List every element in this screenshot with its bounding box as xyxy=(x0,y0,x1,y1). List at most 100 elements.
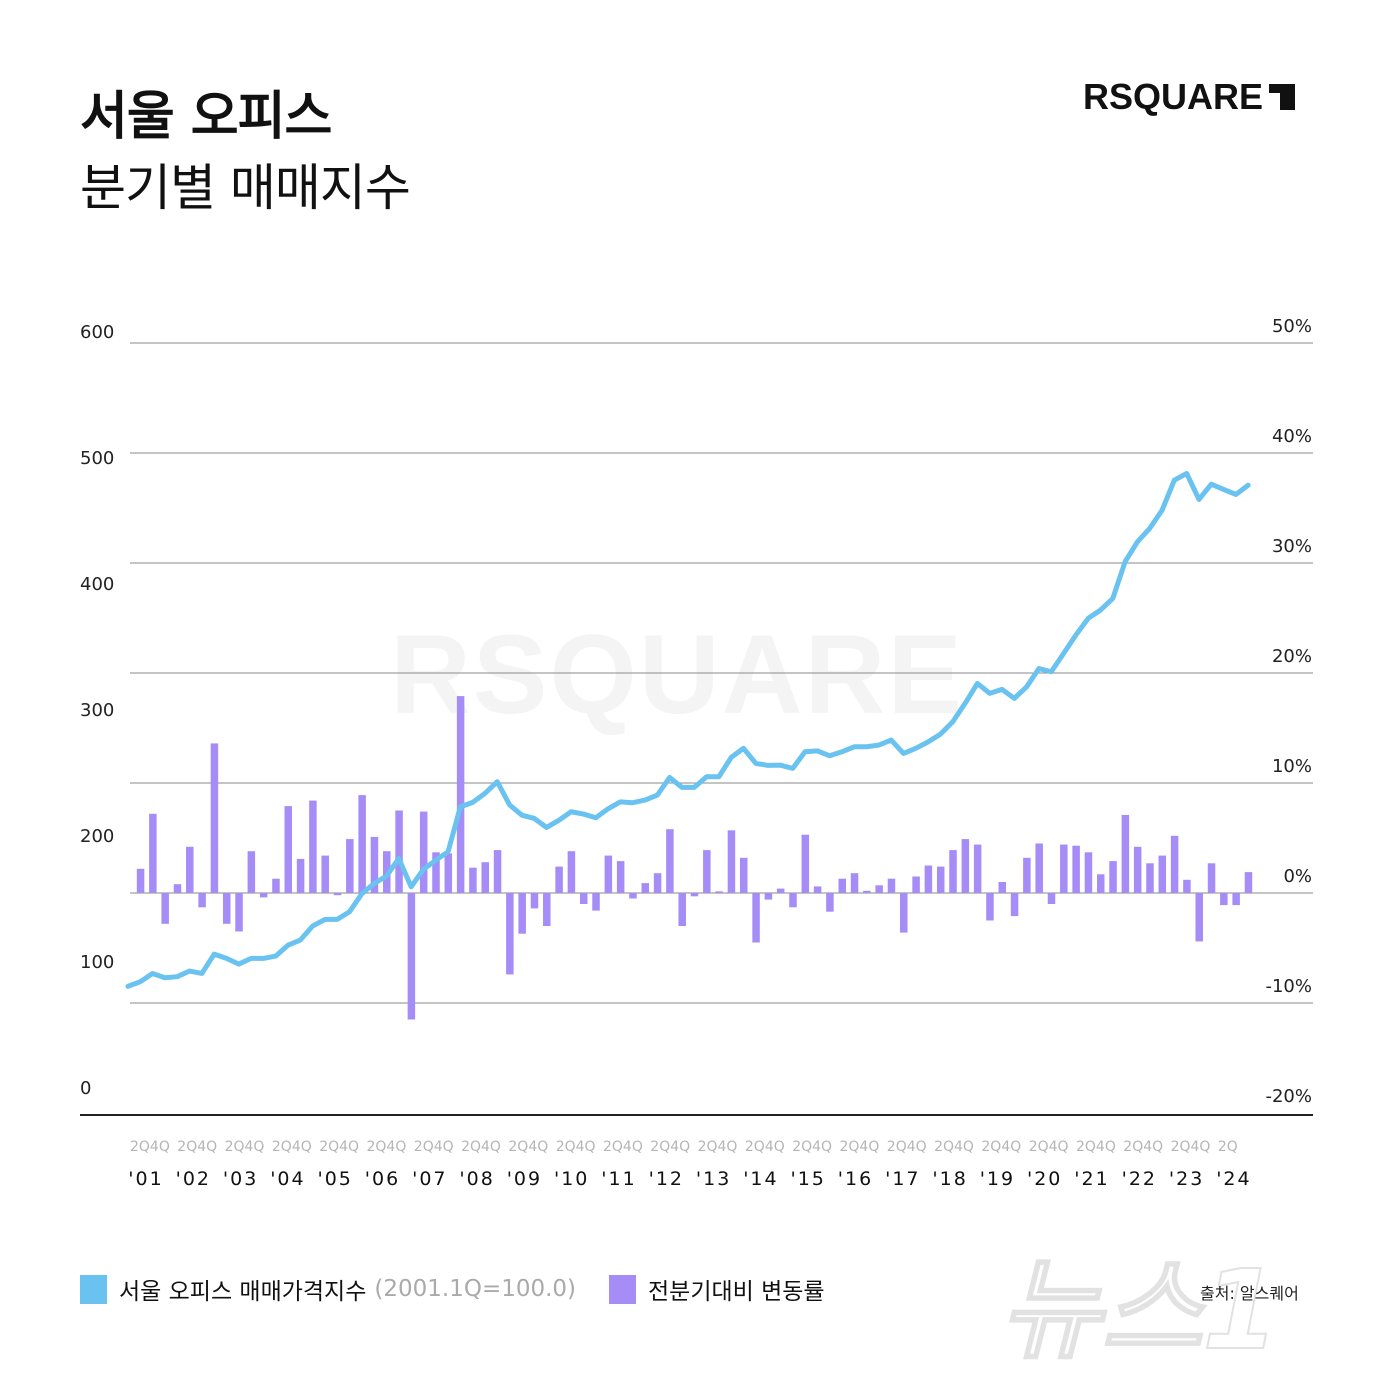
bar xyxy=(284,806,293,893)
bar xyxy=(1133,846,1142,893)
x-year-tick: '05 xyxy=(317,1168,352,1190)
bar xyxy=(493,850,502,893)
left-axis-tick: 200 xyxy=(80,826,114,847)
bar xyxy=(370,836,379,893)
legend-bar: 전분기대비 변동률 xyxy=(609,1272,825,1306)
x-year-tick: '12 xyxy=(649,1168,684,1190)
left-axis-tick: 0 xyxy=(80,1078,91,1099)
x-year-tick: '06 xyxy=(365,1168,400,1190)
x-year-tick: '07 xyxy=(412,1168,447,1190)
x-quarter-tick: 2Q4Q xyxy=(698,1139,738,1155)
bar xyxy=(629,893,637,899)
bar xyxy=(1220,893,1228,906)
x-year-tick: '23 xyxy=(1169,1168,1204,1190)
right-axis-tick: 40% xyxy=(1272,426,1312,447)
x-year-tick: '04 xyxy=(270,1168,305,1190)
bar xyxy=(419,811,428,893)
x-quarter-tick: 2Q4Q xyxy=(603,1139,643,1155)
bar xyxy=(173,884,182,893)
x-quarter-tick: 2Q4Q xyxy=(1076,1139,1116,1155)
bar xyxy=(801,834,810,893)
bar xyxy=(1060,844,1068,893)
x-quarter-tick: 2Q4Q xyxy=(367,1139,407,1155)
x-quarter-tick: 2Q4Q xyxy=(934,1139,974,1155)
right-axis-tick: 20% xyxy=(1272,646,1312,667)
bar xyxy=(358,795,366,893)
bar xyxy=(813,886,822,893)
logo-mark-icon xyxy=(1269,84,1296,110)
x-year-tick: '08 xyxy=(459,1168,494,1190)
x-year-tick: '19 xyxy=(980,1168,1015,1190)
bar xyxy=(481,862,489,893)
bar xyxy=(690,893,699,897)
x-year-tick: '01 xyxy=(128,1168,163,1190)
legend-bar-label: 전분기대비 변동률 xyxy=(648,1279,825,1305)
left-axis-tick: 400 xyxy=(80,574,114,595)
bar xyxy=(296,858,305,893)
index-line xyxy=(125,470,1251,989)
bar xyxy=(912,876,920,893)
bar xyxy=(900,893,908,933)
right-axis-tick: 10% xyxy=(1272,756,1312,777)
left-axis-tick: 600 xyxy=(80,322,114,343)
x-quarter-tick: 2Q4Q xyxy=(745,1139,785,1155)
bar xyxy=(333,893,342,896)
bar xyxy=(444,853,453,893)
x-year-tick: '02 xyxy=(176,1168,211,1190)
bar xyxy=(1072,845,1080,893)
bar xyxy=(1146,863,1154,893)
bar xyxy=(973,844,982,893)
bar xyxy=(309,800,317,893)
x-year-tick: '21 xyxy=(1074,1168,1109,1190)
bar xyxy=(1121,814,1130,893)
bar xyxy=(518,893,526,934)
title-line-2: 분기별 매매지수 xyxy=(80,159,411,217)
bar xyxy=(1207,863,1216,893)
bar xyxy=(272,878,280,893)
bar xyxy=(456,696,465,893)
bar xyxy=(321,855,329,893)
bar xyxy=(395,810,403,893)
bar xyxy=(936,866,945,893)
bar xyxy=(850,873,859,893)
right-axis-tick: 0% xyxy=(1283,866,1312,887)
bar xyxy=(530,893,539,909)
bar xyxy=(247,851,256,893)
x-year-tick: '10 xyxy=(554,1168,589,1190)
bar xyxy=(259,893,268,898)
title-line-1: 서울 오피스 xyxy=(80,87,332,147)
x-year-tick: '24 xyxy=(1216,1168,1251,1190)
bar xyxy=(789,893,797,908)
bar xyxy=(346,839,354,893)
x-year-tick: '16 xyxy=(838,1168,873,1190)
legend-line: 서울 오피스 매매가격지수 (2001.1Q=100.0) xyxy=(80,1272,576,1306)
bar xyxy=(555,866,563,893)
right-axis-tick: 50% xyxy=(1272,316,1312,337)
bar xyxy=(1158,855,1167,893)
x-quarter-tick: 2Q4Q xyxy=(1123,1139,1163,1155)
bar xyxy=(543,893,551,926)
bar xyxy=(1096,874,1105,893)
x-quarter-tick: 2Q4Q xyxy=(887,1139,927,1155)
left-axis-tick: 500 xyxy=(80,448,114,469)
bar xyxy=(863,890,871,893)
x-year-tick: '17 xyxy=(885,1168,920,1190)
news-watermark-icon: 뉴스1 xyxy=(999,1245,1280,1375)
x-quarter-tick: 2Q4Q xyxy=(981,1139,1021,1155)
bar xyxy=(703,850,711,893)
x-year-tick: '14 xyxy=(743,1168,778,1190)
bar xyxy=(1109,861,1117,893)
x-year-tick: '22 xyxy=(1122,1168,1157,1190)
bar xyxy=(961,839,970,893)
bar xyxy=(1047,893,1056,904)
x-quarter-tick: 2Q4Q xyxy=(272,1139,312,1155)
bar xyxy=(186,846,194,893)
x-year-tick: '15 xyxy=(790,1168,825,1190)
right-axis-tick: 30% xyxy=(1272,536,1312,557)
x-year-tick: '20 xyxy=(1027,1168,1062,1190)
bar xyxy=(1170,835,1179,893)
bar xyxy=(641,883,650,893)
bar xyxy=(949,850,957,893)
bar xyxy=(604,855,613,893)
